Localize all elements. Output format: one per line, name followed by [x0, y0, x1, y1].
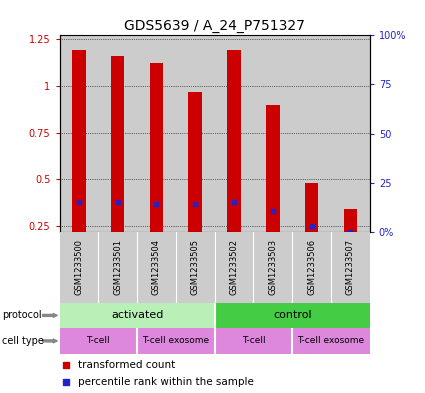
Text: GSM1233503: GSM1233503 — [268, 239, 277, 295]
Bar — [343, 209, 357, 232]
Text: percentile rank within the sample: percentile rank within the sample — [78, 377, 254, 387]
Bar — [60, 328, 137, 354]
Text: control: control — [273, 310, 312, 320]
Text: GSM1233505: GSM1233505 — [191, 239, 200, 295]
Bar — [227, 50, 241, 232]
Text: T-cell exosome: T-cell exosome — [142, 336, 210, 345]
Bar — [60, 303, 215, 328]
Text: GSM1233506: GSM1233506 — [307, 239, 316, 295]
Text: transformed count: transformed count — [78, 360, 176, 370]
Bar — [72, 50, 86, 232]
Bar — [292, 328, 370, 354]
Bar — [266, 105, 280, 232]
Bar — [215, 328, 292, 354]
Bar — [150, 63, 163, 232]
Text: GSM1233504: GSM1233504 — [152, 239, 161, 295]
Text: protocol: protocol — [2, 310, 42, 320]
Text: T-cell exosome: T-cell exosome — [298, 336, 365, 345]
Bar — [111, 56, 125, 232]
Text: GSM1233507: GSM1233507 — [346, 239, 355, 295]
Text: GSM1233501: GSM1233501 — [113, 239, 122, 295]
Text: GSM1233500: GSM1233500 — [74, 239, 83, 295]
Bar — [137, 328, 215, 354]
Text: cell type: cell type — [2, 336, 44, 346]
Text: T-cell: T-cell — [86, 336, 110, 345]
Text: T-cell: T-cell — [241, 336, 265, 345]
Bar — [305, 183, 318, 232]
Bar — [188, 92, 202, 232]
Text: GSM1233502: GSM1233502 — [230, 239, 238, 295]
Bar — [215, 303, 370, 328]
Title: GDS5639 / A_24_P751327: GDS5639 / A_24_P751327 — [124, 19, 305, 33]
Text: activated: activated — [111, 310, 163, 320]
